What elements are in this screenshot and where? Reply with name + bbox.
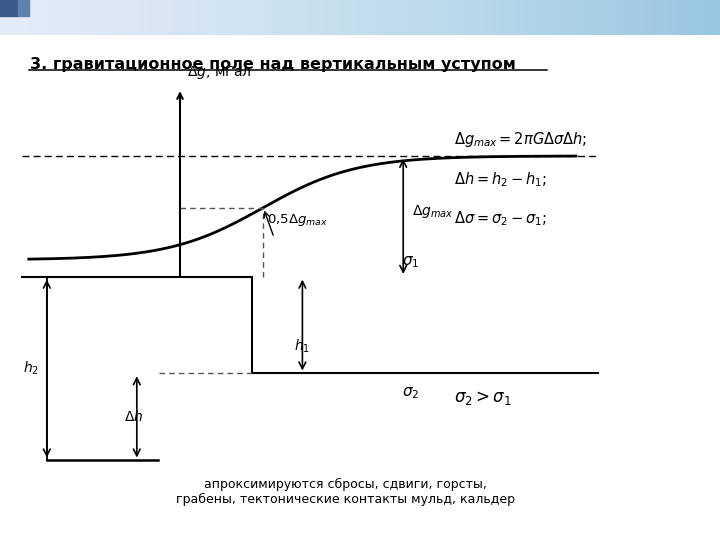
Text: $\sigma_2 > \sigma_1$: $\sigma_2 > \sigma_1$ (454, 389, 511, 407)
Bar (0, 0, 18, 16)
Text: апроксимируются сбросы, сдвиги, горсты,
грабены, тектонические контакты мульд, к: апроксимируются сбросы, сдвиги, горсты, … (176, 478, 515, 506)
Text: $h_1$: $h_1$ (294, 337, 310, 355)
Text: $h_2$: $h_2$ (23, 360, 39, 377)
Bar (18, 0, 29, 16)
Text: $\Delta\sigma = \sigma_2 - \sigma_1;$: $\Delta\sigma = \sigma_2 - \sigma_1;$ (454, 210, 546, 228)
Text: $\Delta g$, мГал: $\Delta g$, мГал (187, 64, 252, 81)
Text: $0{,}5\Delta g_{max}$: $0{,}5\Delta g_{max}$ (267, 212, 328, 228)
Text: $\sigma_1$: $\sigma_1$ (402, 254, 419, 269)
Text: $\Delta h = h_2 - h_1;$: $\Delta h = h_2 - h_1;$ (454, 171, 546, 190)
Text: $\Delta g_{max}$: $\Delta g_{max}$ (412, 203, 454, 220)
Text: $\Delta h$: $\Delta h$ (124, 409, 143, 424)
Text: 3. гравитационное поле над вертикальным уступом: 3. гравитационное поле над вертикальным … (30, 57, 516, 72)
Text: $\sigma_2$: $\sigma_2$ (402, 386, 419, 401)
Text: $\Delta g_{max} = 2\pi G \Delta\sigma \Delta h;$: $\Delta g_{max} = 2\pi G \Delta\sigma \D… (454, 130, 587, 148)
